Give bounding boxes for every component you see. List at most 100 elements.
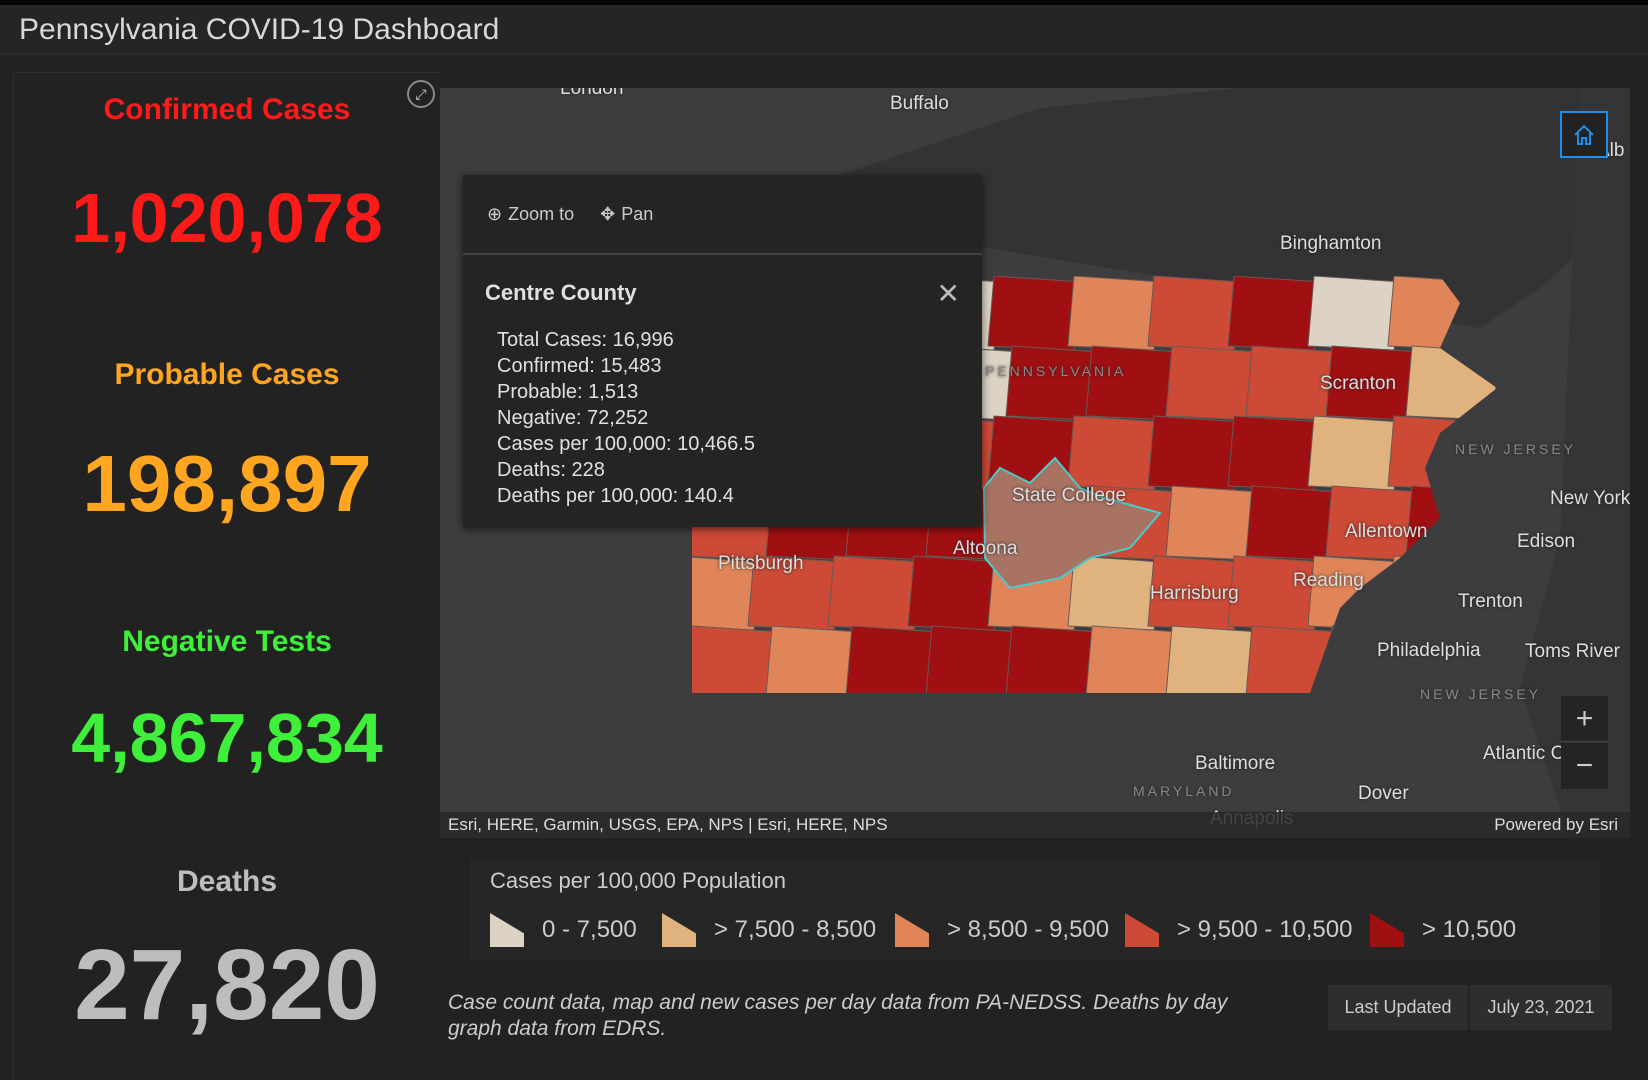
county-shape[interactable] bbox=[1325, 625, 1421, 700]
negative-value: 4,867,834 bbox=[71, 699, 383, 777]
confirmed-value: 1,020,078 bbox=[71, 179, 383, 257]
expand-icon[interactable]: ⤢ bbox=[407, 80, 435, 108]
county-shape[interactable] bbox=[987, 276, 1083, 351]
county-shape[interactable] bbox=[1147, 415, 1243, 491]
legend-swatch bbox=[895, 913, 929, 947]
map-place-label: Atlantic City bbox=[1483, 743, 1584, 764]
legend-label: > 8,500 - 9,500 bbox=[947, 916, 1110, 943]
zoom-to-label: Zoom to bbox=[508, 203, 575, 224]
legend-title: Cases per 100,000 Population bbox=[490, 868, 786, 893]
county-shape[interactable] bbox=[1165, 345, 1261, 421]
legend-label: > 9,500 - 10,500 bbox=[1177, 916, 1353, 943]
county-shape[interactable] bbox=[1165, 625, 1261, 700]
map-place-label: Buffalo bbox=[890, 93, 949, 114]
pan-button[interactable]: ✥ Pan bbox=[600, 204, 653, 225]
county-shape[interactable] bbox=[1245, 485, 1341, 561]
close-icon[interactable]: ✕ bbox=[936, 278, 960, 309]
county-shape[interactable] bbox=[1067, 415, 1163, 491]
map-place-label: Edison bbox=[1517, 531, 1576, 552]
county-shape[interactable] bbox=[1227, 415, 1323, 491]
plus-icon: + bbox=[1575, 701, 1594, 735]
county-shape[interactable] bbox=[925, 625, 1021, 700]
map-place-label: Trenton bbox=[1458, 591, 1523, 612]
map-place-label: Altoona bbox=[953, 538, 1018, 559]
negative-label: Negative Tests bbox=[122, 625, 332, 658]
county-shape[interactable] bbox=[1085, 345, 1181, 421]
minus-icon: − bbox=[1575, 749, 1594, 782]
legend-item: 0 - 7,500 bbox=[490, 910, 637, 950]
powered-by[interactable]: Powered by Esri bbox=[1494, 815, 1618, 834]
map-place-label: NEW JERSEY bbox=[1420, 686, 1542, 702]
zoom-in-magnifier-icon: ⊕ bbox=[487, 203, 503, 224]
county-shape[interactable] bbox=[1147, 276, 1243, 351]
popup-fields: Total Cases: 16,996 Confirmed: 15,483 Prob… bbox=[497, 327, 755, 509]
county-map[interactable] bbox=[440, 88, 1630, 838]
county-shape[interactable] bbox=[1227, 276, 1323, 351]
zoom-to-button[interactable]: ⊕ Zoom to bbox=[487, 204, 574, 225]
probable-value: 198,897 bbox=[82, 439, 372, 528]
county-shape[interactable] bbox=[1307, 276, 1403, 351]
map-place-label: London bbox=[560, 88, 624, 99]
home-icon bbox=[1574, 124, 1594, 145]
county-shape[interactable] bbox=[1067, 276, 1163, 351]
popup-field: Deaths per 100,000: 140.4 bbox=[497, 485, 734, 507]
map-place-label: Binghamton bbox=[1280, 233, 1382, 254]
county-shape[interactable] bbox=[1227, 555, 1323, 631]
county-shape[interactable] bbox=[1307, 555, 1403, 631]
county-shape[interactable] bbox=[1005, 345, 1101, 421]
popup-field: Probable: 1,513 bbox=[497, 381, 639, 403]
county-shape[interactable] bbox=[1085, 625, 1181, 700]
county-shape[interactable] bbox=[686, 625, 781, 700]
legend-swatch bbox=[1125, 913, 1159, 947]
confirmed-label: Confirmed Cases bbox=[103, 93, 351, 126]
last-updated-label: Last Updated bbox=[1328, 985, 1468, 1030]
popup-title: Centre County bbox=[485, 280, 637, 305]
stats-panel: Confirmed Cases 1,020,078 Probable Cases… bbox=[13, 72, 440, 1080]
map-place-label: PENNSYLVANIA bbox=[985, 363, 1127, 379]
zoom-in-button[interactable]: + bbox=[1561, 696, 1608, 742]
map-place-label: Dover bbox=[1358, 783, 1409, 804]
map-place-label: Toms River bbox=[1525, 641, 1621, 662]
deaths-value: 27,820 bbox=[74, 929, 380, 1041]
map-place-label: State College bbox=[1012, 485, 1127, 506]
popup-field: Confirmed: 15,483 bbox=[497, 355, 662, 377]
popup-field: Cases per 100,000: 10,466.5 bbox=[497, 433, 755, 455]
top-edge bbox=[0, 0, 1648, 5]
centre-county-highlight[interactable] bbox=[982, 456, 1162, 590]
map-view[interactable]: London Buffalo Binghamton Scranton NEW JERSE… bbox=[440, 88, 1630, 838]
map-place-label: New York bbox=[1550, 488, 1630, 509]
county-popup: ⊕ Zoom to ✥ Pan Centre County ✕ Total Case… bbox=[463, 175, 982, 527]
county-shape[interactable] bbox=[827, 555, 923, 631]
popup-field: Deaths: 228 bbox=[497, 459, 605, 481]
legend: Cases per 100,000 Population 0 - 7,500 > … bbox=[470, 858, 1600, 960]
legend-label: 0 - 7,500 bbox=[542, 916, 637, 943]
legend-item: > 10,500 bbox=[1370, 910, 1516, 950]
legend-item: > 8,500 - 9,500 bbox=[895, 910, 1109, 950]
county-shape[interactable] bbox=[765, 625, 861, 700]
legend-label: > 7,500 - 8,500 bbox=[714, 916, 877, 943]
county-shape[interactable] bbox=[1307, 415, 1403, 491]
page-title: Pennsylvania COVID-19 Dashboard bbox=[19, 13, 500, 46]
county-shape[interactable] bbox=[1165, 485, 1261, 561]
zoom-out-button[interactable]: − bbox=[1561, 743, 1608, 789]
county-shape[interactable] bbox=[907, 555, 1003, 631]
county-shape[interactable] bbox=[1005, 625, 1101, 700]
legend-label: > 10,500 bbox=[1422, 916, 1517, 943]
attribution-text: Esri, HERE, Garmin, USGS, EPA, NPS | Esr… bbox=[448, 815, 888, 834]
county-shape[interactable] bbox=[845, 625, 941, 700]
map-place-label: Harrisburg bbox=[1150, 583, 1239, 604]
data-source-note: Case count data, map and new cases per d… bbox=[448, 991, 1228, 1040]
county-shape[interactable] bbox=[1405, 345, 1500, 421]
map-place-label: Scranton bbox=[1320, 373, 1397, 394]
move-icon: ✥ bbox=[600, 203, 616, 224]
coast-shape bbox=[1520, 88, 1630, 838]
map-place-label: Reading bbox=[1293, 570, 1364, 591]
header: Pennsylvania COVID-19 Dashboard bbox=[0, 5, 1648, 55]
legend-swatch bbox=[662, 913, 696, 947]
map-place-label: Pittsburgh bbox=[718, 553, 804, 574]
popup-field: Negative: 72,252 bbox=[497, 407, 649, 429]
county-shape[interactable] bbox=[1245, 625, 1341, 700]
county-shape[interactable] bbox=[1067, 555, 1163, 631]
popup-field: Total Cases: 16,996 bbox=[497, 329, 674, 351]
home-button[interactable] bbox=[1560, 111, 1608, 158]
